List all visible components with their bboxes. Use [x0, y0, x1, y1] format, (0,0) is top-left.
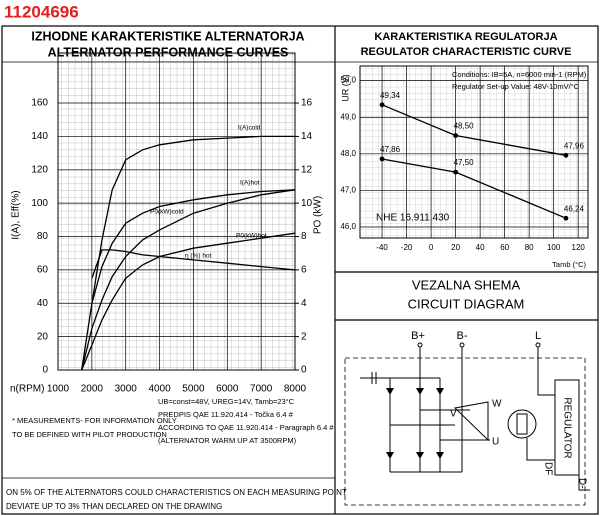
y-tick-label: 100 — [31, 198, 48, 209]
value-label: 49,34 — [380, 91, 401, 100]
x-tick-label: 80 — [525, 243, 534, 252]
circuit-subtitle: CIRCUIT DIAGRAM — [408, 296, 525, 311]
series-line — [81, 189, 296, 371]
x-tick-label: 1000 — [47, 384, 70, 395]
y-tick-label: 20 — [37, 331, 49, 342]
y2-tick-label: 2 — [301, 331, 307, 342]
phase-label: U — [492, 437, 499, 448]
x-tick-label: 7000 — [250, 384, 273, 395]
y2-tick-label: 8 — [301, 231, 307, 242]
x-tick-label: 4000 — [148, 384, 171, 395]
footer: ON 5% OF THE ALTERNATORS COULD CHARACTER… — [6, 488, 347, 497]
terminal-label: DF — [542, 462, 553, 475]
note: (ALTERNATOR WARM UP AT 3500RPM) — [158, 436, 297, 445]
y2-tick-label: 10 — [301, 198, 313, 209]
y-tick-label: 50,0 — [340, 76, 356, 85]
series-label: I(A)hot — [240, 180, 260, 187]
circuit-title: VEZALNA SHEMA — [412, 277, 521, 292]
x-tick-label: -20 — [401, 243, 413, 252]
y2-axis-title: PO (kW) — [313, 196, 324, 234]
plot-frame — [359, 65, 589, 239]
y-tick-label: 49,0 — [340, 112, 356, 121]
y2-tick-label: 4 — [301, 298, 307, 309]
chart-subtitle: REGULATOR CHARACTERISTIC CURVE — [361, 46, 572, 58]
y-tick-label: 80 — [37, 231, 49, 242]
data-point — [563, 152, 569, 158]
y-tick-label: 40 — [37, 298, 49, 309]
x-tick-label: 5000 — [182, 384, 205, 395]
x-tick-label: 8000 — [284, 384, 307, 395]
part-number: 11204696 — [4, 2, 79, 21]
data-point — [563, 215, 569, 221]
series-line — [91, 135, 295, 304]
series-label: I(A)cold — [238, 125, 261, 132]
y-axis-title: UR (V) — [340, 74, 350, 102]
circuit-diagram — [344, 342, 590, 506]
series-line — [91, 249, 296, 279]
series-label: P0(kW)hot — [236, 233, 267, 240]
y2-tick-label: 0 — [301, 365, 307, 376]
y-tick-label: 48,0 — [340, 149, 356, 158]
note: UB=const=48V, UREG=14V, Tamb=23°C — [158, 397, 295, 406]
annotation: Conditions: IB=5A, n=6000 min-1 (RPM) — [452, 70, 587, 79]
x-tick-label: 100 — [547, 243, 561, 252]
y-tick-label: 160 — [31, 98, 48, 109]
x-tick-label: 40 — [476, 243, 485, 252]
data-point — [453, 133, 459, 138]
y2-tick-label: 6 — [301, 265, 307, 276]
y2-tick-label: 16 — [301, 98, 313, 109]
phase-label: V — [450, 409, 457, 420]
data-point — [379, 156, 385, 162]
series-label: P0(kW)cold — [150, 209, 184, 216]
note: TO BE DEFINED WITH PILOT PRODUCTION — [12, 430, 167, 439]
regulator-label: REGULATOR — [561, 397, 572, 458]
annotation: NHE 16.911.430 — [376, 213, 450, 224]
x-axis-title: Tamb (°C) — [552, 260, 586, 269]
x-axis-title: n(RPM) — [10, 384, 44, 395]
chart-title: KARAKTERISTIKA REGULATORJA — [374, 31, 557, 43]
annotation: Regulator Set-up Value: 48V-10mV/°C — [452, 82, 580, 91]
value-label: 47,96 — [564, 141, 585, 150]
x-tick-label: 2000 — [81, 384, 104, 395]
footer: DEVIATE UP TO 3% THAN DECLARED ON THE DR… — [6, 502, 222, 511]
series-label: η (%) hot — [185, 253, 212, 260]
chart-title: IZHODNE KARAKTERISTIKE ALTERNATORJA — [31, 29, 304, 43]
terminal-label: B+ — [411, 330, 425, 342]
terminal-label: L — [535, 330, 541, 342]
terminal-label: B- — [457, 330, 468, 342]
x-tick-label: 0 — [429, 243, 434, 252]
value-label: 46,24 — [564, 204, 585, 213]
y2-tick-label: 12 — [301, 164, 313, 175]
phase-label: W — [492, 399, 502, 410]
note: ACCORDING TO QAE 11.920.414 - Paragraph … — [158, 423, 334, 432]
y-tick-label: 46,0 — [340, 222, 356, 231]
x-tick-label: 6000 — [216, 384, 239, 395]
data-point — [379, 102, 385, 108]
y-tick-label: 120 — [31, 164, 48, 175]
x-tick-label: 20 — [451, 243, 460, 252]
y-tick-label: 0 — [42, 365, 48, 376]
series-line — [81, 189, 296, 371]
value-label: 47,86 — [380, 145, 401, 154]
y2-tick-label: 14 — [301, 131, 313, 142]
x-tick-label: 120 — [572, 243, 586, 252]
note: PREDPIS QAE 11.920.414 - Točka 6.4 # — [158, 410, 294, 419]
note: * MEASUREMENTS- FOR INFORMATION ONLY — [12, 416, 177, 425]
minor-grid — [58, 53, 295, 370]
y-tick-label: 60 — [37, 265, 49, 276]
y-axis-title: I(A), Eff(%) — [11, 190, 22, 239]
terminal-label: D- — [576, 478, 587, 489]
y-tick-label: 47,0 — [340, 186, 356, 195]
x-tick-label: 3000 — [115, 384, 138, 395]
x-tick-label: 60 — [500, 243, 509, 252]
x-tick-label: -40 — [376, 243, 388, 252]
value-label: 47,50 — [454, 158, 475, 167]
y-tick-label: 140 — [31, 131, 48, 142]
value-label: 48,50 — [454, 122, 475, 131]
data-point — [453, 169, 459, 175]
series-line — [81, 232, 296, 371]
